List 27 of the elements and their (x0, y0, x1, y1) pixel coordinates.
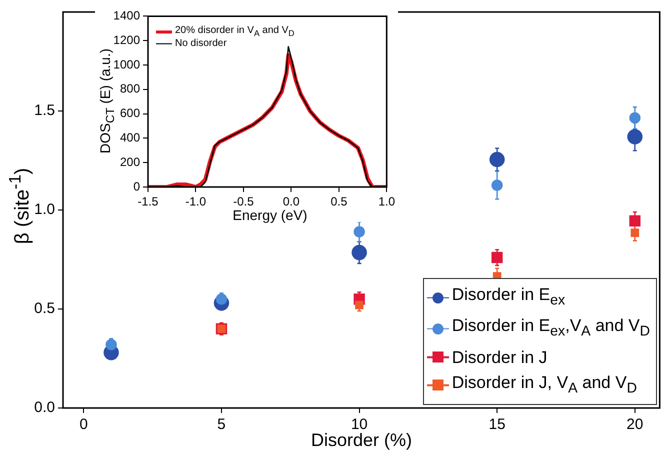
y-tick-label: 0.5 (34, 300, 55, 318)
x-tick-label: -0.5 (233, 194, 254, 209)
x-tick-label: -1.5 (138, 194, 159, 209)
x-tick-label: 20 (626, 416, 644, 434)
x-tick-label: 0.5 (330, 194, 348, 209)
legend-label: Disorder in E$_{ex}$ (452, 284, 566, 310)
y-tick-label: 0.0 (34, 399, 55, 416)
legend-label: Disorder in J, V$_{A}$ and V$_{D}$ (452, 372, 637, 398)
x-tick-label: 1.0 (378, 194, 396, 209)
y-tick-label: 600 (120, 106, 140, 120)
y-tick-label: 400 (120, 130, 140, 145)
x-tick-label: 0.0 (282, 194, 300, 209)
x-axis-title: Energy (eV) (232, 207, 308, 223)
y-tick-label: 1.5 (34, 102, 55, 120)
y-tick-label: 800 (120, 82, 140, 96)
x-tick-label: 5 (217, 416, 226, 434)
x-tick-label: -1.0 (185, 194, 206, 209)
legend-label: No disorder (175, 38, 227, 49)
legend-label: 20% disorder in V$_{A}$ and V$_{D}$ (175, 25, 294, 38)
y-tick-label: 1400 (113, 8, 140, 23)
legend-label: Disorder in E$_{ex}$,V$_{A}$ and V$_{D}$ (452, 315, 650, 342)
y-tick-label: 1200 (113, 32, 140, 47)
x-tick-label: 0 (80, 416, 88, 434)
legend-label: Disorder in J (452, 346, 548, 369)
y-tick-label: 200 (120, 154, 140, 169)
x-tick-label: 15 (488, 416, 506, 434)
y-tick-label: 0 (133, 179, 140, 194)
